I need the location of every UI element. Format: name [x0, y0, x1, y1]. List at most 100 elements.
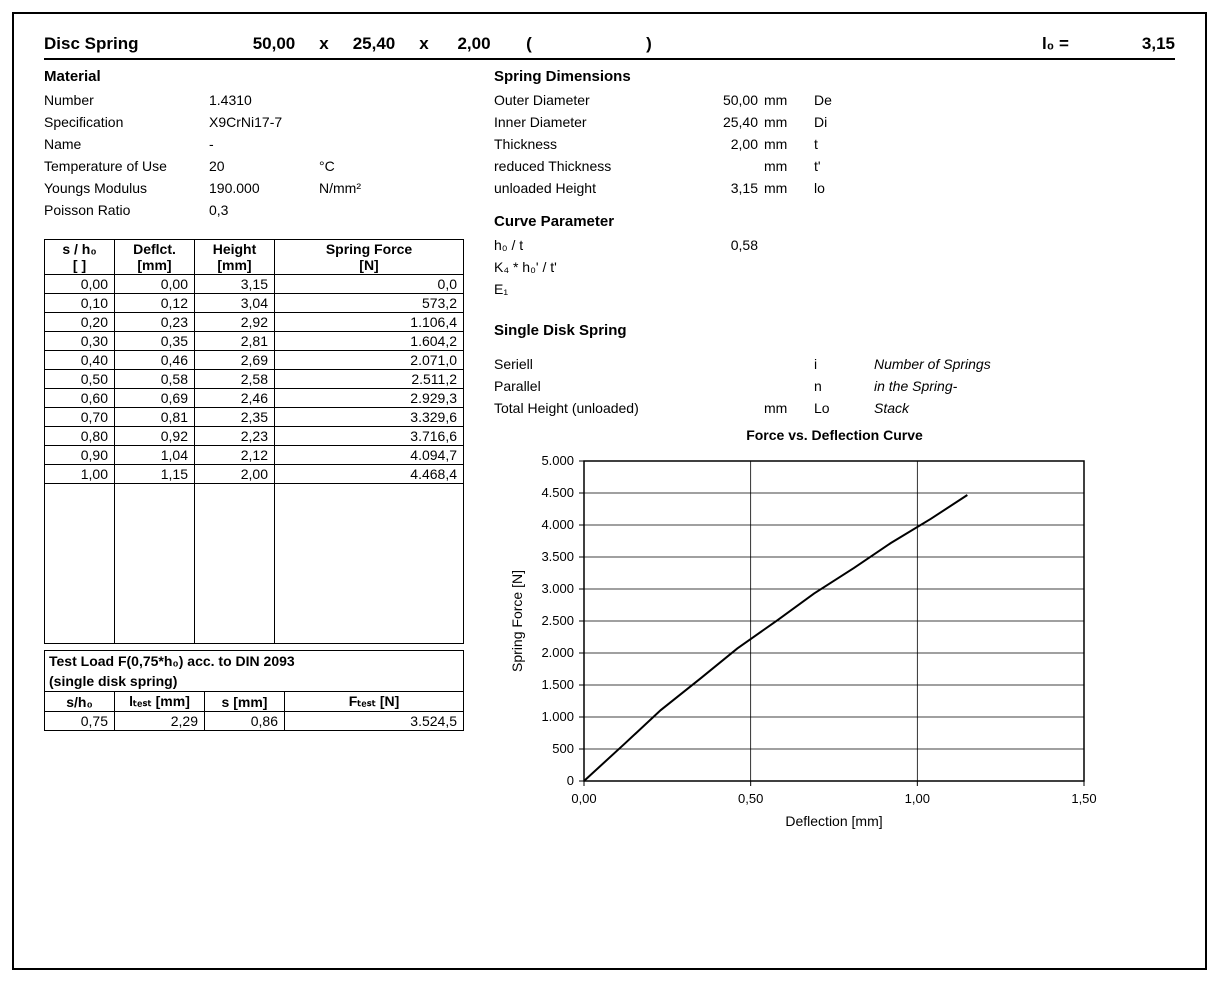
- svg-text:Spring Force [N]: Spring Force [N]: [509, 570, 525, 672]
- material-row: Name -: [44, 133, 464, 155]
- header-paren-open: (: [509, 34, 549, 54]
- table-row: 0,901,042,124.094,7: [45, 446, 464, 465]
- curve-param-row: h₀ / t 0,58: [494, 234, 1175, 256]
- table-row: 0,100,123,04573,2: [45, 294, 464, 313]
- table-cell: 0,69: [115, 389, 195, 408]
- test-c2: 2,29: [115, 712, 205, 731]
- header-l0-value: 3,15: [1075, 34, 1175, 54]
- single-row: Parallel n in the Spring-: [494, 375, 1175, 397]
- th-force: Spring Force[N]: [275, 240, 464, 275]
- curve-param-row: K₄ * h₀' / t': [494, 256, 1175, 278]
- svg-text:2.500: 2.500: [541, 613, 574, 628]
- cp-label: E₁: [494, 278, 684, 300]
- table-cell: 0,92: [115, 427, 195, 446]
- dim-label: reduced Thickness: [494, 155, 684, 177]
- table-row: 0,000,003,150,0: [45, 275, 464, 294]
- material-value: 20: [209, 155, 319, 177]
- table-cell: 573,2: [275, 294, 464, 313]
- single-label: Parallel: [494, 375, 684, 397]
- svg-text:3.500: 3.500: [541, 549, 574, 564]
- table-cell: 0,10: [45, 294, 115, 313]
- table-cell: 1.106,4: [275, 313, 464, 332]
- material-value: 190.000: [209, 177, 319, 199]
- material-unit: [319, 111, 389, 133]
- header-x1: x: [309, 34, 339, 54]
- svg-text:4.000: 4.000: [541, 517, 574, 532]
- dim-symbol: lo: [814, 177, 874, 199]
- table-cell: 4.468,4: [275, 465, 464, 484]
- svg-text:4.500: 4.500: [541, 485, 574, 500]
- svg-text:0,00: 0,00: [571, 791, 596, 806]
- material-label: Number: [44, 89, 209, 111]
- dimensions-title: Spring Dimensions: [494, 68, 1175, 85]
- test-c1: 0,75: [45, 712, 115, 731]
- dim-value: 2,00: [684, 133, 764, 155]
- svg-text:0,50: 0,50: [738, 791, 763, 806]
- dim-label: unloaded Height: [494, 177, 684, 199]
- dim-unit: mm: [764, 177, 814, 199]
- dimension-row: Thickness 2,00 mm t: [494, 133, 1175, 155]
- material-label: Name: [44, 133, 209, 155]
- table-row: 0,600,692,462.929,3: [45, 389, 464, 408]
- table-cell: 2.511,2: [275, 370, 464, 389]
- single-unit: [764, 353, 814, 375]
- material-unit: N/mm²: [319, 177, 389, 199]
- test-load-subtitle: (single disk spring): [44, 671, 464, 691]
- table-cell: 2,46: [195, 389, 275, 408]
- table-cell: 2,23: [195, 427, 275, 446]
- header-row: Disc Spring 50,00 x 25,40 x 2,00 ( ) l₀ …: [44, 34, 1175, 60]
- dim-symbol: t': [814, 155, 874, 177]
- material-row: Youngs Modulus 190.000 N/mm²: [44, 177, 464, 199]
- dim-value: [684, 155, 764, 177]
- table-cell: 0,70: [45, 408, 115, 427]
- test-c3: 0,86: [205, 712, 285, 731]
- test-th-sh0: s/h₀: [45, 692, 115, 712]
- single-value: [684, 397, 764, 419]
- table-cell: 2.071,0: [275, 351, 464, 370]
- table-row: 0,500,582,582.511,2: [45, 370, 464, 389]
- dim-symbol: t: [814, 133, 874, 155]
- dimension-row: unloaded Height 3,15 mm lo: [494, 177, 1175, 199]
- test-load-title: Test Load F(0,75*h₀) acc. to DIN 2093: [44, 650, 464, 671]
- material-unit: [319, 133, 389, 155]
- cp-value: [684, 256, 764, 278]
- table-cell: 0,46: [115, 351, 195, 370]
- test-th-ftest: Fₜₑₛₜ [N]: [285, 692, 464, 712]
- material-label: Poisson Ratio: [44, 199, 209, 221]
- dimension-row: Inner Diameter 25,40 mm Di: [494, 111, 1175, 133]
- table-cell: 0,0: [275, 275, 464, 294]
- dim-label: Thickness: [494, 133, 684, 155]
- svg-text:3.000: 3.000: [541, 581, 574, 596]
- material-row: Number 1.4310: [44, 89, 464, 111]
- table-row: 0,800,922,233.716,6: [45, 427, 464, 446]
- dim-label: Inner Diameter: [494, 111, 684, 133]
- table-cell: 0,00: [45, 275, 115, 294]
- single-label: Seriell: [494, 353, 684, 375]
- document-frame: Disc Spring 50,00 x 25,40 x 2,00 ( ) l₀ …: [12, 12, 1207, 970]
- dim-label: Outer Diameter: [494, 89, 684, 111]
- table-cell: 0,23: [115, 313, 195, 332]
- dim-value: 50,00: [684, 89, 764, 111]
- material-unit: [319, 199, 389, 221]
- table-cell: 0,60: [45, 389, 115, 408]
- deflection-table: s / h₀[ ] Deflct.[mm] Height[mm] Spring …: [44, 239, 464, 644]
- blank-row: [45, 484, 464, 644]
- material-value: -: [209, 133, 319, 155]
- th-deflct: Deflct.[mm]: [115, 240, 195, 275]
- header-x2: x: [409, 34, 439, 54]
- material-unit: [319, 89, 389, 111]
- table-cell: 0,90: [45, 446, 115, 465]
- svg-text:5.000: 5.000: [541, 453, 574, 468]
- svg-text:2.000: 2.000: [541, 645, 574, 660]
- dimension-rows: Outer Diameter 50,00 mm DeInner Diameter…: [494, 89, 1175, 199]
- material-value: X9CrNi17-7: [209, 111, 319, 133]
- table-cell: 0,00: [115, 275, 195, 294]
- table-cell: 2,00: [195, 465, 275, 484]
- single-note: Stack: [874, 397, 1175, 419]
- cp-value: [684, 278, 764, 300]
- header-paren-close: ): [629, 34, 669, 54]
- table-row: 0,400,462,692.071,0: [45, 351, 464, 370]
- test-th-ltest: lₜₑₛₜ [mm]: [115, 692, 205, 712]
- single-note: Number of Springs: [874, 353, 1175, 375]
- dim-unit: mm: [764, 111, 814, 133]
